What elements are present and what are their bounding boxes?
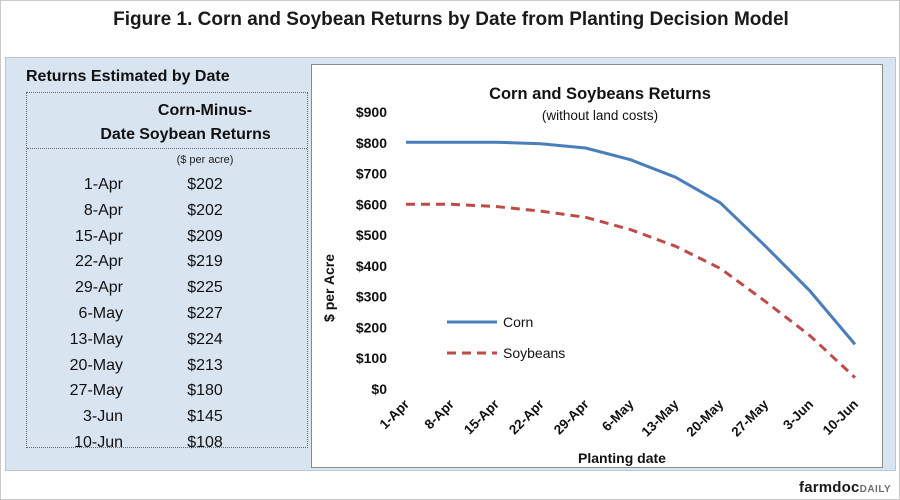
table-row: 8-Apr $202: [27, 199, 307, 225]
x-tick-label: 22-Apr: [506, 396, 547, 437]
row-value: $108: [187, 433, 223, 451]
table-row: 13-May $224: [27, 328, 307, 354]
header-returns-line1: Corn-Minus-: [157, 102, 253, 119]
row-value: $224: [187, 330, 223, 348]
legend-label: Corn: [503, 314, 533, 330]
x-tick-label: 10-Jun: [820, 397, 861, 438]
chart-area: Corn and Soybeans Returns (without land …: [311, 64, 883, 468]
x-tick-label: 27-May: [728, 396, 771, 439]
x-tick-label: 29-Apr: [551, 396, 592, 437]
y-tick-label: $0: [371, 381, 387, 397]
x-tick-label: 8-Apr: [421, 396, 457, 432]
table-row: 1-Apr $202: [27, 173, 307, 199]
y-tick-label: $300: [356, 289, 387, 305]
table-row: 27-May $180: [27, 379, 307, 405]
x-tick-label: 20-May: [683, 396, 726, 439]
returns-table: Returns Estimated by Date Date Corn-Minu…: [26, 68, 308, 451]
y-axis-label: $ per Acre: [321, 254, 337, 322]
x-axis-label: Planting date: [578, 450, 666, 466]
units-label: ($ per acre): [176, 154, 234, 166]
chart-legend: Corn Soybeans: [447, 314, 565, 361]
x-tick-label: 15-Apr: [461, 396, 502, 437]
y-axis-ticks: $0 $100 $200 $300 $400 $500 $600 $700 $800 $900: [356, 104, 387, 397]
table-row: 29-Apr $225: [27, 276, 307, 302]
y-tick-label: $700: [356, 166, 387, 182]
row-value: $180: [187, 382, 223, 400]
row-date: 13-May: [69, 330, 123, 348]
table-rows: 1-Apr $202 8-Apr $202 15-Apr $209 22-Apr $21…: [27, 173, 307, 457]
row-date: 20-May: [69, 356, 123, 374]
series-line-corn: [406, 140, 857, 346]
y-tick-label: $400: [356, 258, 387, 274]
y-tick-label: $900: [356, 104, 387, 120]
table-row: 3-Jun $145: [27, 405, 307, 431]
series-lines: [406, 140, 857, 379]
row-value: $225: [187, 279, 223, 297]
x-tick-label: 13-May: [639, 396, 682, 439]
x-tick-label: 3-Jun: [780, 397, 816, 433]
y-tick-label: $100: [356, 350, 387, 366]
line-chart: Corn and Soybeans Returns (without land …: [321, 85, 862, 466]
row-value: $213: [187, 356, 223, 374]
table-row: 6-May $227: [27, 302, 307, 328]
row-date: 15-Apr: [74, 227, 123, 245]
row-date: 8-Apr: [83, 201, 123, 219]
table-title: Returns Estimated by Date: [26, 68, 230, 85]
brand-logo: farmdocDAILY: [799, 479, 891, 496]
row-value: $202: [187, 176, 223, 193]
brand-part1: farmdoc: [799, 479, 860, 496]
row-value: $227: [187, 304, 223, 322]
row-date: 29-Apr: [74, 279, 123, 297]
row-date: 22-Apr: [74, 253, 123, 271]
table-box: Date Corn-Minus- Soybean Returns ($ per …: [26, 92, 308, 451]
series-line-soybeans: [406, 202, 857, 379]
row-value: $202: [187, 201, 223, 219]
header-returns-line2: Soybean Returns: [139, 126, 271, 143]
row-date: 3-Jun: [82, 408, 123, 426]
row-value: $145: [187, 408, 223, 426]
x-tick-label: 6-May: [599, 396, 637, 434]
legend-label: Soybeans: [503, 345, 565, 361]
chart-title: Corn and Soybeans Returns: [489, 85, 711, 103]
table-header: Date Corn-Minus- Soybean Returns: [27, 93, 307, 149]
row-value: $219: [187, 253, 223, 271]
row-date: 6-May: [78, 304, 123, 322]
table-row: 22-Apr $219: [27, 250, 307, 276]
row-value: $209: [187, 227, 223, 245]
y-tick-label: $800: [356, 135, 387, 151]
y-tick-label: $600: [356, 196, 387, 212]
row-date: 27-May: [69, 382, 123, 400]
figure-panel: Returns Estimated by Date Date Corn-Minu…: [5, 57, 896, 471]
brand-part2: DAILY: [859, 484, 892, 495]
chart-subtitle: (without land costs): [542, 108, 658, 123]
table-row: 10-Jun $108: [27, 431, 307, 457]
y-tick-label: $200: [356, 319, 387, 335]
table-row: 20-May $213: [27, 354, 307, 380]
table-row: 15-Apr $209: [27, 225, 307, 251]
row-date: 1-Apr: [83, 176, 123, 193]
y-tick-label: $500: [356, 227, 387, 243]
figure-title: Figure 1. Corn and Soybean Returns by Da…: [113, 9, 789, 30]
header-date: Date: [100, 126, 135, 143]
row-date: 10-Jun: [74, 433, 123, 451]
x-tick-label: 1-Apr: [377, 396, 413, 432]
x-axis-ticks: 1-Apr 8-Apr 15-Apr 22-Apr 29-Apr 6-May 13-May 2…: [377, 396, 862, 440]
